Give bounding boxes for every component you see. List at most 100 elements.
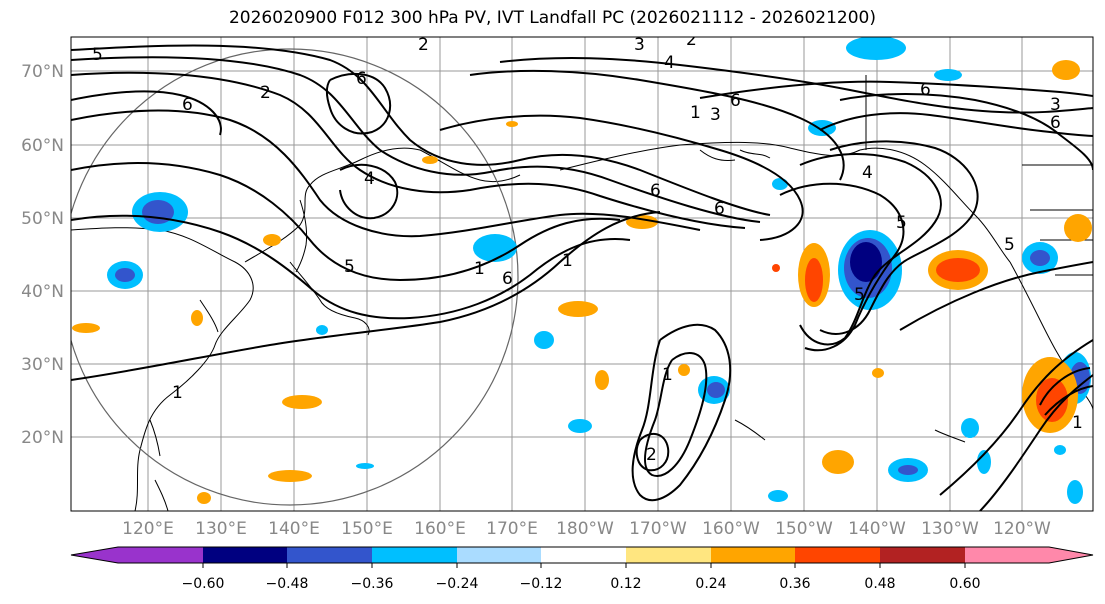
clabel-17: 6 bbox=[650, 181, 661, 201]
clabel-5: 6 bbox=[182, 95, 193, 115]
colorbar-tick-8: 0.36 bbox=[779, 576, 810, 592]
fill-neg-8-core bbox=[1030, 250, 1050, 266]
fill-neg-17 bbox=[1067, 480, 1083, 504]
fill-neg-12 bbox=[356, 463, 374, 469]
lat-label-20: 20°N bbox=[21, 428, 64, 448]
lat-label-30: 30°N bbox=[21, 355, 64, 375]
fill-neg-5 bbox=[934, 69, 962, 81]
clabel-6: 2 bbox=[260, 83, 271, 103]
fill-pos-10 bbox=[197, 492, 211, 504]
clabel-26: 5 bbox=[854, 285, 865, 305]
coastlines bbox=[71, 75, 1093, 511]
fill-neg-18 bbox=[768, 490, 788, 502]
lon-label-140e: 140°E bbox=[268, 519, 320, 539]
lon-label-160e: 160°E bbox=[414, 519, 466, 539]
colorbar-tick-10: 0.60 bbox=[949, 576, 980, 592]
colorbar-segment-4 bbox=[372, 547, 457, 563]
lat-label-50: 50°N bbox=[21, 209, 64, 229]
fill-pos-2-core bbox=[936, 258, 980, 282]
colorbar-segment-gt-0.60 bbox=[1049, 547, 1093, 563]
fill-pos-16 bbox=[191, 310, 203, 326]
fill-neg-7-core bbox=[850, 242, 882, 282]
clabel-22: 1 bbox=[1072, 413, 1083, 433]
lon-label-120w: 120°W bbox=[993, 519, 1051, 539]
colorbar-segment-lt-minus-0.60 bbox=[71, 547, 118, 563]
clabel-9: 1 bbox=[690, 103, 701, 123]
colorbar-tick-5: −0.12 bbox=[520, 576, 563, 592]
lon-label-150w: 150°W bbox=[775, 519, 833, 539]
colorbar-segment-3 bbox=[287, 547, 372, 563]
fill-pos-14 bbox=[72, 323, 100, 333]
colorbar-segment-11 bbox=[965, 547, 1049, 563]
clabel-4: 5 bbox=[92, 45, 103, 65]
clabel-1: 2 bbox=[418, 35, 429, 55]
lon-label-160w: 160°W bbox=[702, 519, 760, 539]
clabel-27: 2 bbox=[646, 445, 657, 465]
clabel-2: 3 bbox=[634, 35, 645, 55]
latitude-axis: 70°N 60°N 50°N 40°N 30°N 20°N bbox=[21, 62, 64, 448]
clabel-29: 1 bbox=[474, 259, 485, 279]
fill-neg-14-core bbox=[898, 465, 918, 475]
colorbar-tick-1: −0.60 bbox=[182, 576, 225, 592]
fill-neg-3 bbox=[473, 234, 517, 262]
clabel-20: 5 bbox=[1004, 235, 1015, 255]
fill-pos-3-core bbox=[1036, 378, 1068, 422]
clabel-8: 6 bbox=[730, 91, 741, 111]
colorbar-segment-2 bbox=[203, 547, 287, 563]
colorbar-segment-9 bbox=[795, 547, 880, 563]
fill-neg-15 bbox=[961, 418, 979, 438]
clabel-23: 5 bbox=[344, 257, 355, 277]
lon-label-130e: 130°E bbox=[195, 519, 247, 539]
colorbar-segment-7 bbox=[626, 547, 711, 563]
lon-label-120e: 120°E bbox=[122, 519, 174, 539]
colorbar-tick-7: 0.24 bbox=[695, 576, 726, 592]
colorbar-segment-8 bbox=[711, 547, 795, 563]
clabel-3: 2 bbox=[686, 30, 697, 50]
clabel-10: 4 bbox=[664, 53, 675, 73]
clabel-19: 5 bbox=[896, 213, 907, 233]
lat-label-70: 70°N bbox=[21, 62, 64, 82]
contour-labels: 2 3 2 5 6 2 6 6 1 4 3 6 6 3 4 4 6 6 5 5 … bbox=[92, 30, 1083, 465]
fill-neg-16 bbox=[977, 450, 991, 474]
fill-pos-6 bbox=[558, 301, 598, 317]
lat-label-40: 40°N bbox=[21, 282, 64, 302]
fill-pos-13 bbox=[822, 450, 854, 474]
map-border bbox=[70, 36, 1094, 512]
lon-label-170e: 170°E bbox=[486, 519, 538, 539]
fill-neg-4 bbox=[846, 37, 906, 60]
clabel-24: 6 bbox=[502, 269, 513, 289]
colorbar-segment-10 bbox=[880, 547, 965, 563]
fill-pos-12 bbox=[678, 364, 690, 376]
fill-neg-11 bbox=[568, 419, 592, 433]
clabel-16: 4 bbox=[364, 169, 375, 189]
fill-pos-15 bbox=[263, 234, 281, 246]
clabel-28: 1 bbox=[662, 365, 673, 385]
colorbar-segment-5 bbox=[457, 547, 541, 563]
landfall-circle bbox=[71, 48, 519, 506]
lon-label-150e: 150°E bbox=[341, 519, 393, 539]
fill-neg-2-core bbox=[115, 268, 135, 282]
clabel-12: 6 bbox=[920, 80, 931, 100]
pv-contours bbox=[71, 44, 1093, 511]
clabel-11: 3 bbox=[710, 105, 721, 125]
colorbar-segment-6 bbox=[541, 547, 626, 563]
colorbar-tick-3: −0.36 bbox=[351, 576, 394, 592]
clabel-13: 6 bbox=[1050, 113, 1061, 133]
longitude-axis: 120°E 130°E 140°E 150°E 160°E 170°E 180°… bbox=[122, 519, 1051, 539]
fill-pos-9 bbox=[268, 470, 312, 482]
fill-neg-19 bbox=[772, 178, 788, 190]
lon-label-140w: 140°W bbox=[848, 519, 906, 539]
clabel-18: 6 bbox=[714, 199, 725, 219]
fill-pos-4 bbox=[1064, 214, 1092, 242]
clabel-15: 4 bbox=[862, 163, 873, 183]
colorbar-tick-2: −0.48 bbox=[266, 576, 309, 592]
colorbar-segment-1 bbox=[118, 547, 203, 563]
fill-pos-19 bbox=[422, 156, 438, 164]
clabel-21: 1 bbox=[172, 383, 183, 403]
colorbar-tick-9: 0.48 bbox=[864, 576, 895, 592]
fill-neg-10 bbox=[534, 331, 554, 349]
chart-title: 2026020900 F012 300 hPa PV, IVT Landfall… bbox=[228, 8, 876, 28]
fill-pos-17 bbox=[506, 121, 518, 127]
colorbar-outline bbox=[70, 546, 1094, 564]
